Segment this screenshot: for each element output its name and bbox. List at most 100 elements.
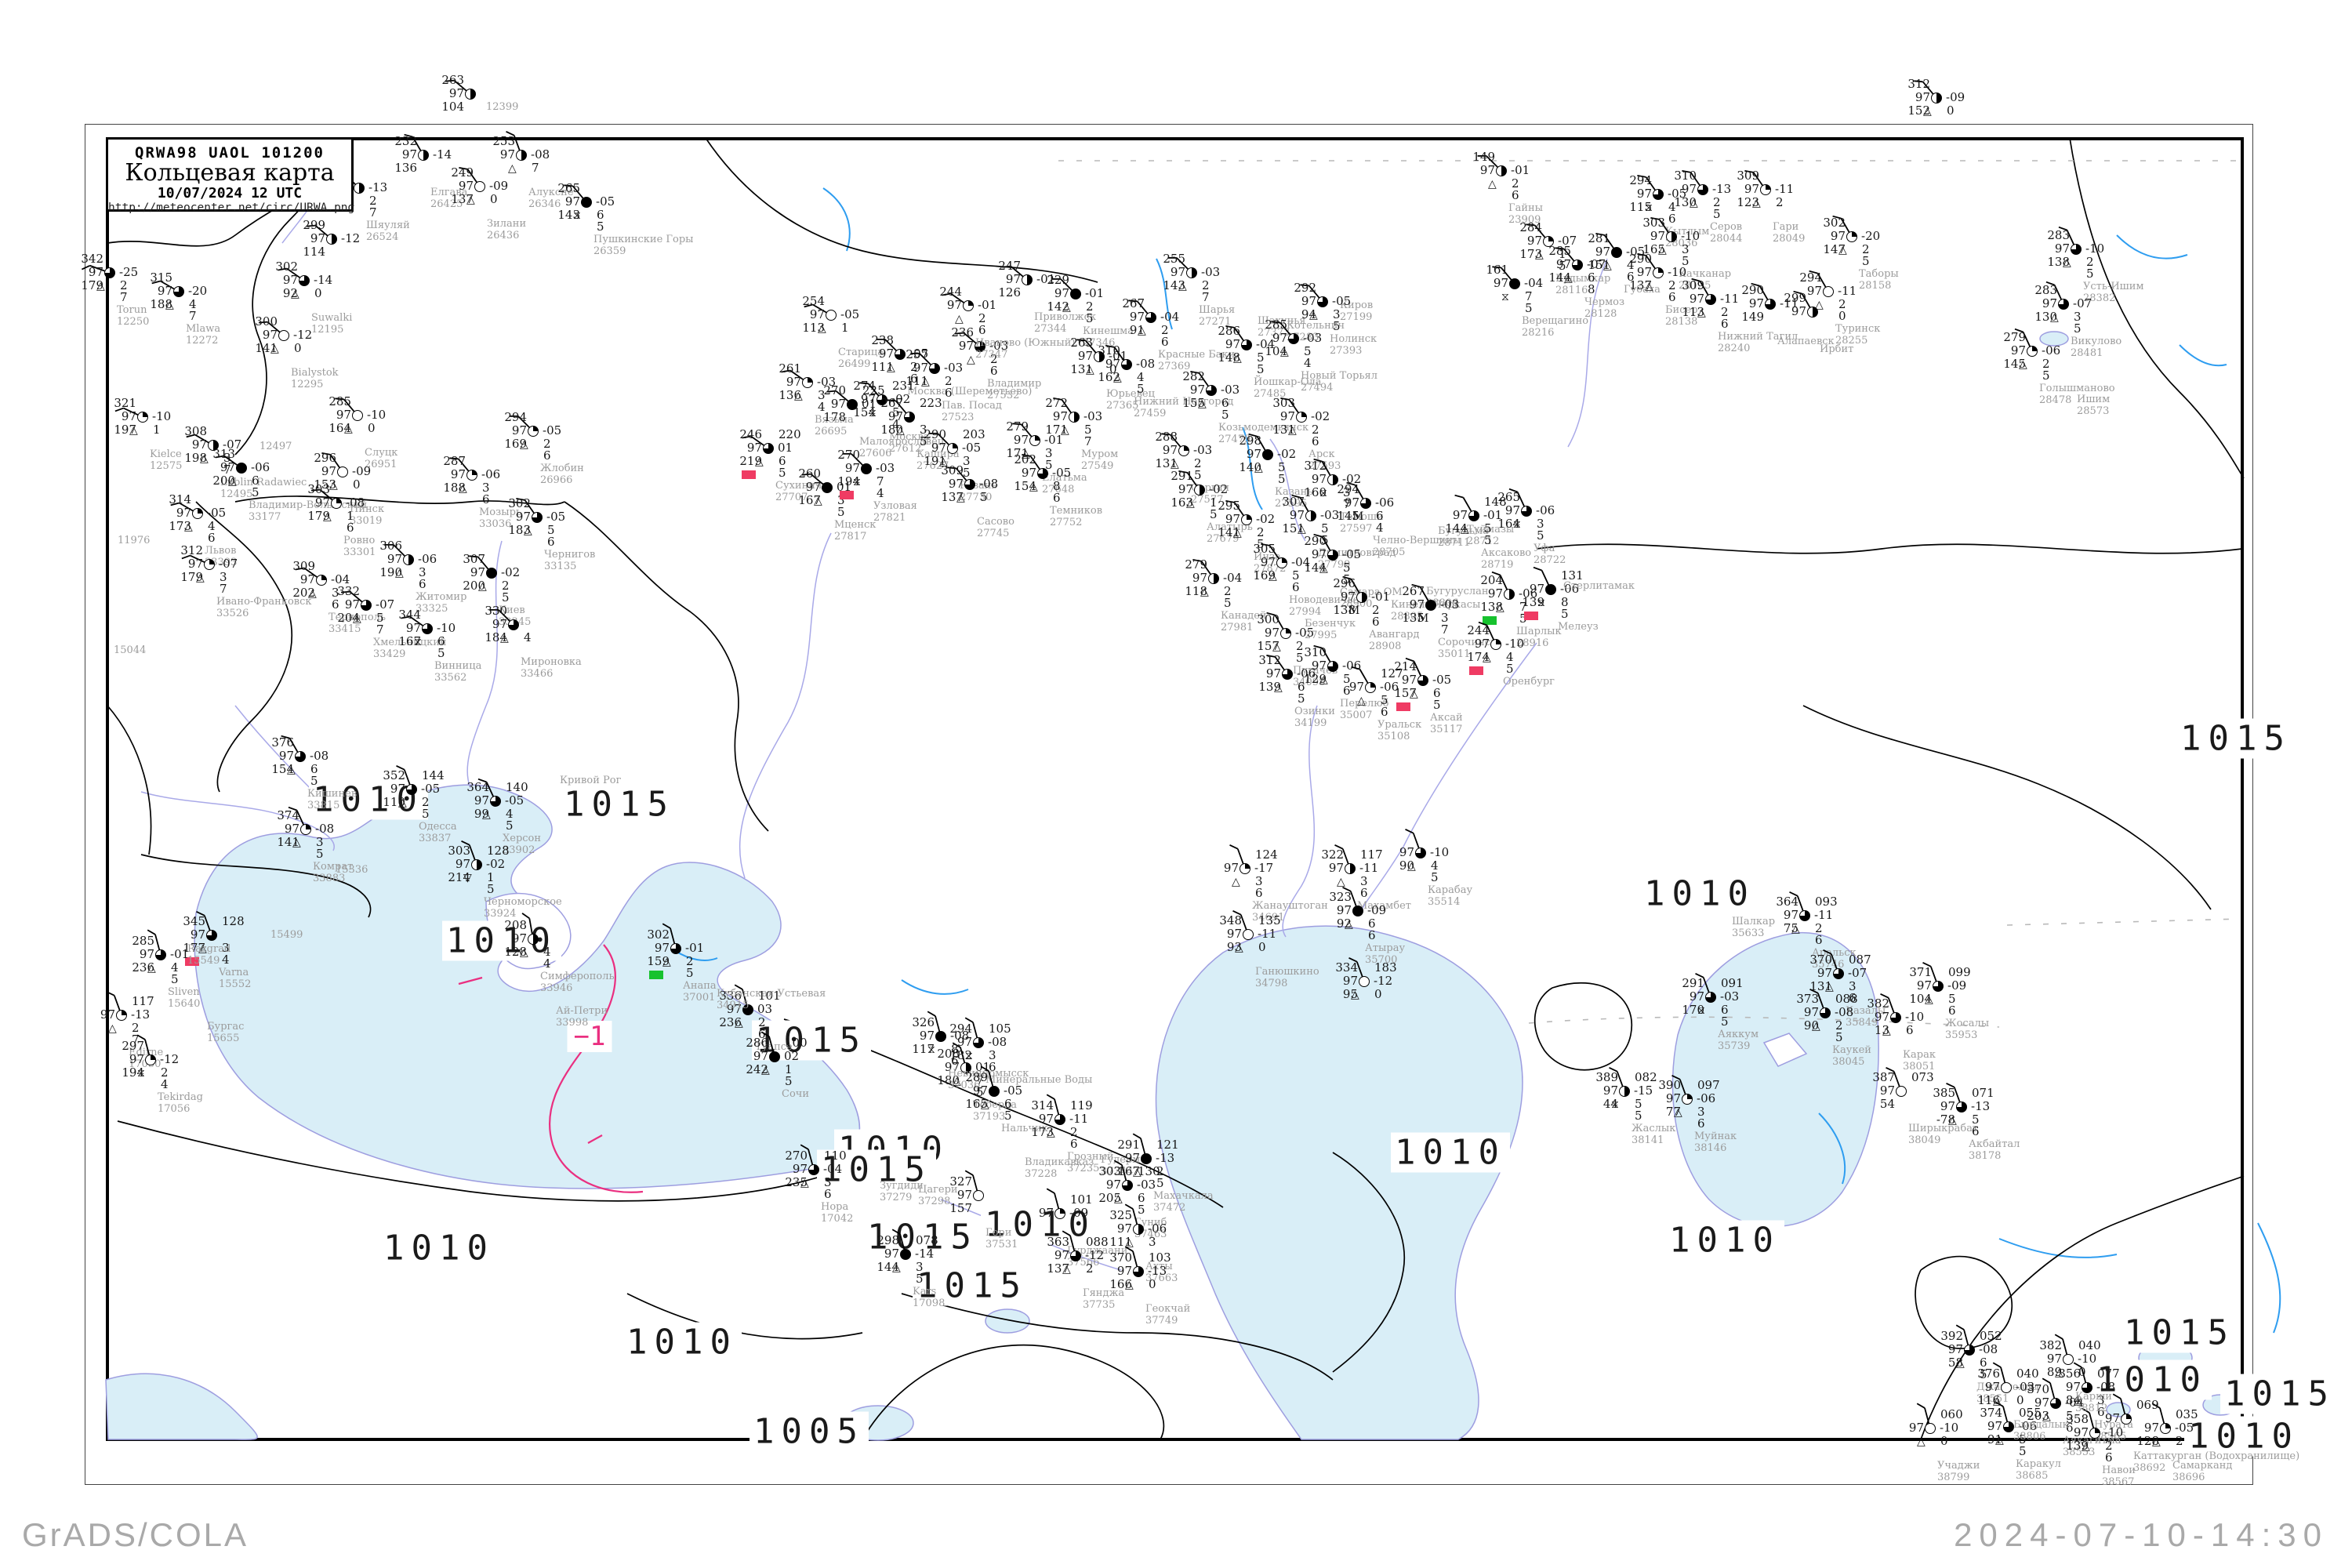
pressure-value: 223 [920,396,942,410]
pressure-tendency: -12 [1374,974,1393,988]
station-name: Киров [1340,299,1374,311]
wind-barb-icon [516,498,535,514]
cloud-cover-icon [1241,514,1252,525]
cloud-cover-icon [975,341,985,352]
temperature-value: 376 [1977,1367,2000,1381]
weather-symbol-icon: △ [1272,641,1281,653]
floating-station-id: 15336 [336,864,368,876]
cloud-cover-icon [1243,929,1254,940]
source-url: http://meteocenter.net/circ/URWA.png [108,201,355,214]
pressure-tendency: -05 [421,782,441,796]
temperature-value: 371 [1909,965,1932,979]
weather-code-2: 5 [597,220,604,234]
station-id: 33902 [503,844,535,856]
weather-code-2: 6 [1070,1137,1078,1151]
temperature-value: 283 [2034,283,2057,297]
weather-code-2: 5 [779,466,786,480]
pressure-tendency: -05 [1332,294,1352,308]
weather-symbol-icon: △ [308,587,317,600]
station-id: 28711 [1438,537,1471,549]
pressure-tendency: -03 [1720,989,1740,1004]
pressure-tendency: -13 [131,1007,151,1022]
station-id: 33135 [544,561,577,572]
visibility-code: 97 [2042,296,2057,310]
station-id: 15655 [207,1033,240,1044]
weather-code-2: 6 [1697,1116,1705,1131]
station-name: Туринск [1835,323,1881,335]
pressure-value: 203 [963,427,985,441]
pressure-tendency: -05 [543,423,562,437]
dewpoint-value: 137 [451,192,474,206]
temperature-value: 294 [1629,173,1652,187]
wind-barb-icon [449,457,470,472]
weather-code-2: 6 [547,535,555,549]
visibility-code: 97 [956,1035,972,1049]
pressure-tendency: 01 [778,441,793,455]
weather-code-2: 5 [1484,533,1492,547]
visibility-code: 97 [931,441,946,455]
temperature-value: 285 [132,934,154,948]
pressure-tendency: -06 [1536,503,1555,517]
isobar-label: 1005 [750,1411,869,1452]
weather-code-2: 5 [1045,458,1053,472]
pressure-tendency: -10 [2078,1352,2097,1366]
station-name: Нолинск [1330,333,1377,345]
weather-symbol-icon: △ [1925,993,1933,1006]
station-id: 27271 [1199,316,1232,328]
temperature-value: 299 [1784,291,1806,305]
temperature-value: 272 [1045,396,1068,410]
weather-code-2: 5 [1506,662,1514,676]
wind-barb-icon [1261,543,1280,560]
cloud-cover-icon [989,1086,1000,1097]
pressure-tendency: -09 [352,464,372,478]
cloud-cover-icon [236,463,247,474]
pressure-tendency: -02 [1277,447,1297,461]
weather-symbol-icon: △ [1186,497,1195,510]
wind-barb-icon [1248,433,1266,452]
weather-code-1: 1 [841,321,849,335]
cloud-cover-icon [1490,639,1501,650]
wind-barb-icon [1225,500,1245,517]
dewpoint-value: 184 [485,630,507,644]
visibility-code: 97 [1908,1421,1924,1435]
station-name: Челно-Вершины [1373,535,1461,546]
pressure-tendency: -08 [315,822,335,836]
station-name: Уфа [1534,543,1555,554]
pressure-value: 100 [785,1036,808,1050]
weather-symbol-icon: ⧖ [869,407,877,419]
station-id: 28216 [1522,327,1555,339]
weather-symbol-icon: △ [270,343,279,355]
isobar-label: 1015 [817,1149,936,1190]
pressure-value: 087 [1849,953,1871,967]
station-name: Ирбит [1820,343,1854,355]
station-id: 26951 [365,459,397,470]
temperature-value: 253 [492,134,515,148]
weather-code-2: 5 [316,847,324,861]
weather-symbol-icon: ⧖ [1501,291,1509,303]
pressure-value: 091 [1721,976,1744,990]
station-name: Кривой Рог [560,775,622,786]
temperature-value: 314 [1031,1098,1054,1112]
station-name: Suwalki [311,312,353,324]
wind-barb-icon [859,382,880,397]
weather-code-1: 4 [208,519,216,533]
cloud-cover-icon [406,784,417,795]
temperature-value: 312 [1304,459,1327,473]
station-id: 27707 [775,492,808,503]
temperature-value: 312 [1258,653,1281,667]
station-name: Елгава [430,187,468,198]
station-name: Алуксне [528,187,574,198]
temperature-value: 247 [998,259,1021,273]
temperature-value: 270 [785,1149,808,1163]
station-name: Ивано-Франковск [216,596,312,608]
weather-symbol-icon: △ [292,837,301,849]
station-id: 35633 [1732,927,1765,939]
station-name: Зилани [487,218,527,230]
weather-symbol-icon: △ [1086,364,1094,376]
station-id: 28719 [1481,559,1514,571]
station-id: 27648 [1042,484,1075,495]
cloud-cover-icon [1241,339,1252,350]
weather-code-1: 6 [1376,509,1384,523]
cloud-cover-icon [929,363,940,374]
weather-symbol-icon: △ [329,479,338,492]
